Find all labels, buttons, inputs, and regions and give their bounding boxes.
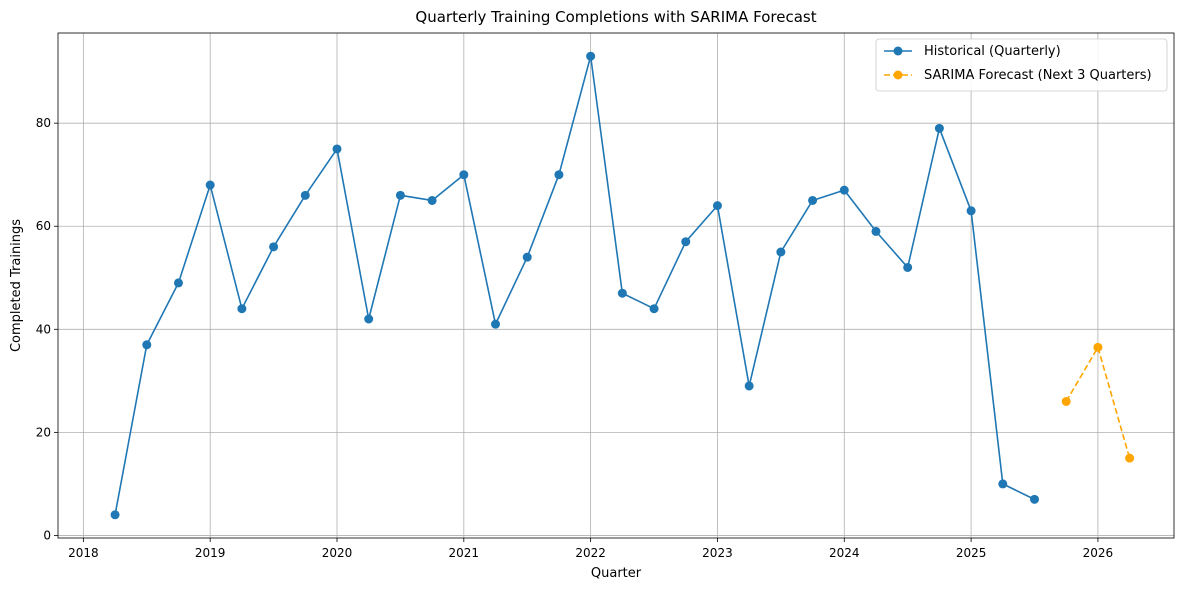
x-tick-label: 2020 [322,546,353,560]
data-point [744,381,754,391]
data-point [300,190,310,200]
data-point [808,195,818,205]
legend: Historical (Quarterly) SARIMA Forecast (… [875,38,1168,92]
y-axis-label: Completed Trainings [9,219,24,352]
data-point [1093,342,1103,352]
data-point [237,304,247,314]
legend-label-forecast: SARIMA Forecast (Next 3 Quarters) [924,68,1152,83]
data-point [491,319,501,329]
x-tick-label: 2021 [449,546,480,560]
data-point [649,304,659,314]
series-layer [110,51,1135,520]
y-ticks: 0 20 40 60 80 [36,116,58,542]
data-point [871,226,881,236]
data-point [617,288,627,298]
legend-marker-forecast [893,70,903,80]
series-line-0 [114,55,1035,515]
data-point [586,51,596,61]
data-point [205,180,215,190]
data-point [364,314,374,324]
data-point [332,144,342,154]
data-point [554,170,564,180]
legend-box [875,38,1168,92]
x-tick-label: 2023 [702,546,733,560]
chart-title: Quarterly Training Completions with SARI… [415,8,816,26]
data-point [1061,396,1071,406]
legend-marker-historical [893,46,903,56]
x-axis-label: Quarter [591,566,642,581]
data-point [839,185,849,195]
data-point [966,206,976,216]
y-tick-label: 20 [36,425,51,439]
x-tick-label: 2024 [829,546,860,560]
data-point [110,510,120,520]
data-point [269,242,279,252]
data-point [712,201,722,211]
series-0 [110,51,1039,520]
legend-label-historical: Historical (Quarterly) [924,44,1061,59]
data-point [395,190,405,200]
y-tick-label: 40 [36,322,51,336]
x-tick-label: 2026 [1083,546,1114,560]
y-tick-label: 60 [36,219,51,233]
x-tick-label: 2025 [956,546,987,560]
data-point [173,278,183,288]
data-point [427,195,437,205]
data-point [522,252,532,262]
data-point [459,170,469,180]
x-tick-label: 2019 [195,546,226,560]
data-point [142,340,152,350]
y-tick-label: 80 [36,116,51,130]
data-point [1030,494,1039,504]
data-point [903,262,913,272]
x-ticks: 2018 2019 2020 2021 2022 2023 2024 2025 2026 [68,538,1113,560]
series-1 [1061,342,1135,463]
data-point [1125,453,1135,463]
plot-frame [57,32,1175,539]
series-line-1 [1065,346,1131,459]
x-tick-label: 2022 [575,546,606,560]
data-point [776,247,786,257]
data-point [998,479,1008,489]
x-tick-label: 2018 [68,546,99,560]
grid [58,33,1174,538]
y-tick-label: 0 [43,528,51,542]
data-point [681,237,691,247]
data-point [934,123,944,133]
